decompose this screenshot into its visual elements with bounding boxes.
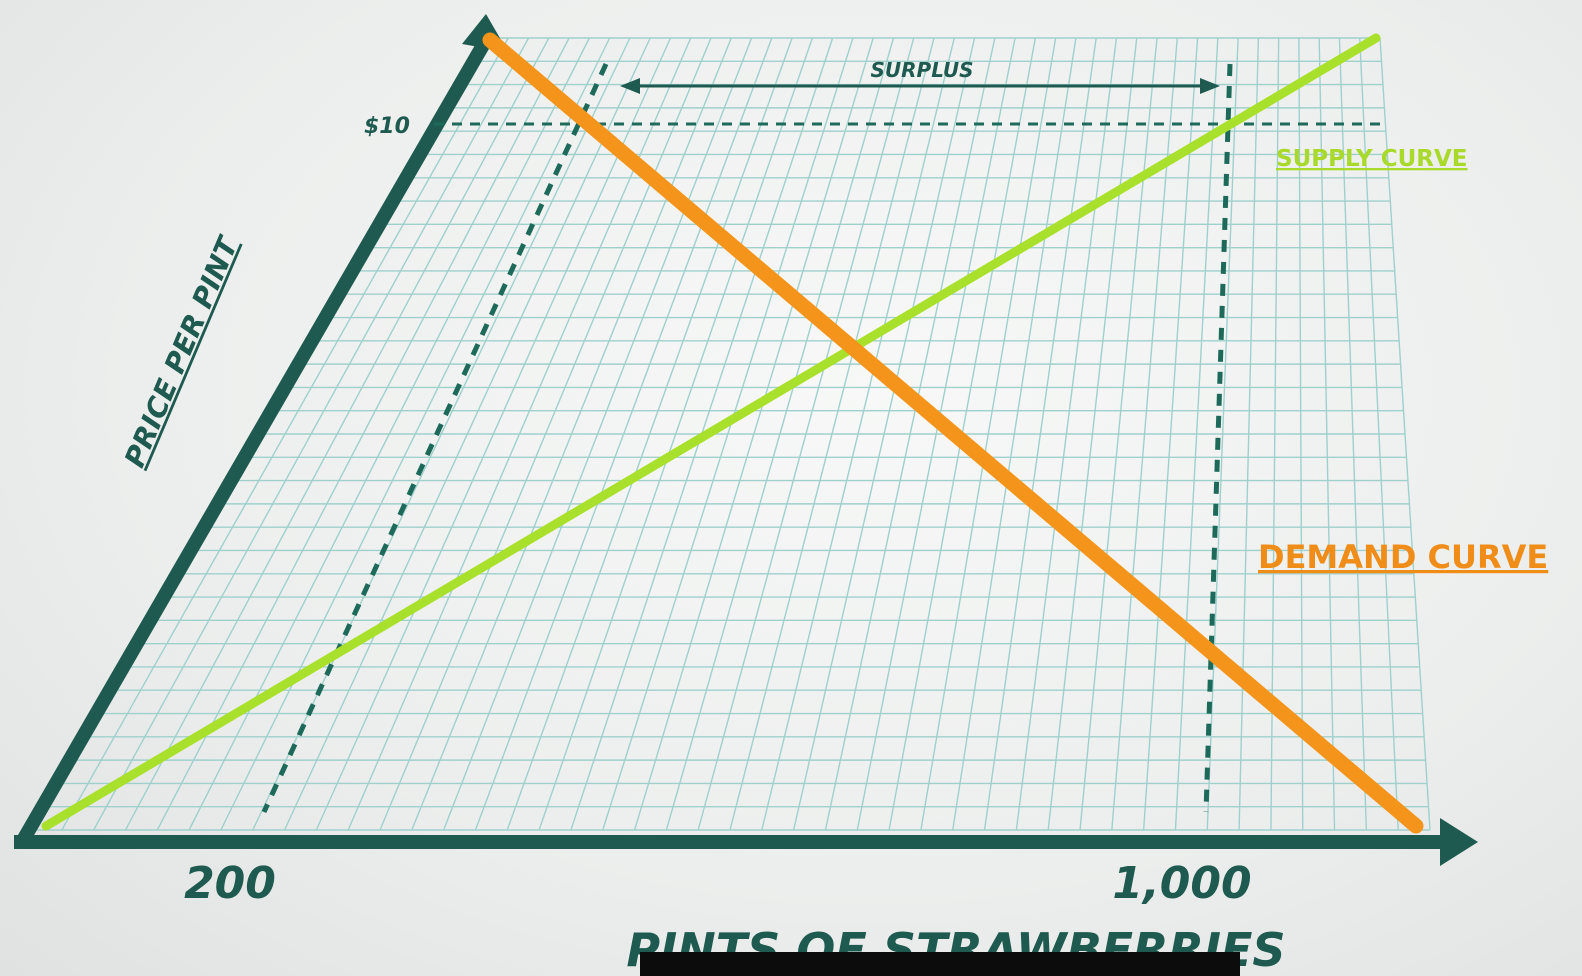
x-tick-label-200: 200 <box>184 858 276 909</box>
quantity-1000-reference-line <box>1203 63 1233 813</box>
quantity-200-reference-line <box>261 62 609 814</box>
supply-curve-line <box>41 33 1381 831</box>
grid <box>29 37 1431 831</box>
x-axis-arrowhead <box>1440 818 1478 866</box>
y-tick-label-10: $10 <box>364 114 410 139</box>
y-axis <box>15 33 493 849</box>
surplus-arrowhead-left <box>620 78 640 94</box>
x-tick-label-1000: 1,000 <box>1112 858 1251 909</box>
supply-curve-label: SUPPLY CURVE <box>1276 146 1467 172</box>
demand-curve-line <box>482 32 1424 834</box>
surplus-arrowhead-right <box>1200 78 1220 94</box>
y-axis-title: PRICE PER PINT <box>118 231 245 472</box>
surplus-label: SURPLUS <box>871 58 974 82</box>
subtitle-bar <box>640 952 1240 976</box>
demand-curve-label: DEMAND CURVE <box>1258 538 1548 576</box>
